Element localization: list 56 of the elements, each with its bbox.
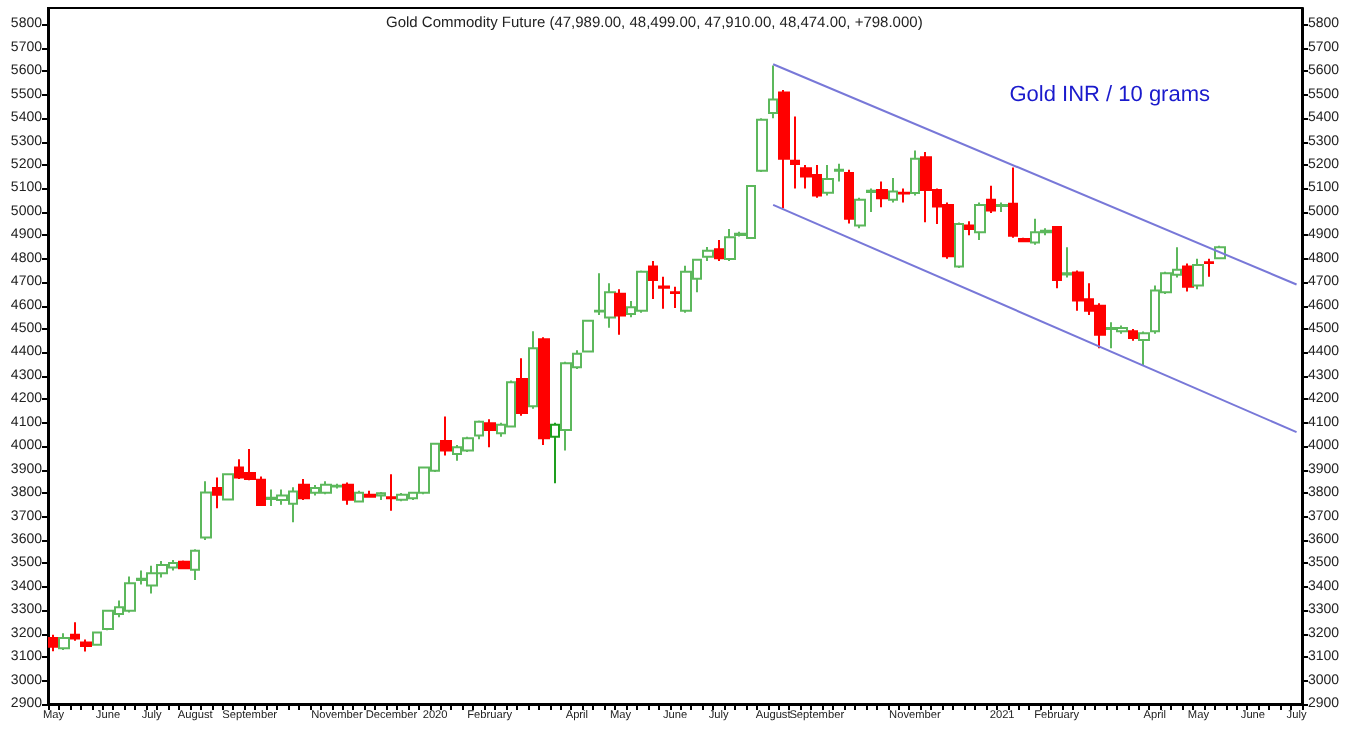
candlestick	[376, 490, 386, 502]
candlestick	[364, 489, 376, 499]
candlestick	[834, 162, 844, 183]
candlestick	[440, 415, 452, 457]
candlestick	[910, 149, 920, 197]
candlestick	[582, 318, 594, 354]
candlestick	[178, 559, 190, 571]
candlestick	[386, 473, 396, 512]
candlestick	[484, 418, 496, 449]
candlestick	[778, 89, 790, 210]
candlestick	[92, 630, 102, 647]
candlestick	[876, 180, 888, 209]
candlestick	[1052, 224, 1062, 290]
candlestick	[822, 164, 834, 197]
candlestick	[528, 330, 538, 410]
candlestick	[222, 472, 234, 502]
candlestick	[714, 239, 724, 263]
candlestick	[986, 184, 996, 215]
candlestick	[58, 632, 70, 652]
candlestick	[670, 285, 680, 309]
annotation: Gold INR / 10 grams	[1009, 83, 1211, 107]
candlestick	[756, 117, 768, 174]
candlestick	[1062, 246, 1074, 279]
candlestick	[888, 176, 898, 204]
candlestick	[1138, 330, 1150, 367]
candlestick	[996, 201, 1008, 213]
candlestick	[898, 187, 910, 204]
candlestick	[190, 548, 200, 582]
candlestick	[866, 187, 876, 213]
candlestick	[614, 288, 626, 336]
candlestick	[658, 275, 670, 310]
candlestick	[354, 489, 364, 504]
candlestick	[474, 419, 484, 441]
candlestick	[974, 201, 986, 241]
candlestick	[954, 221, 964, 270]
candlestick	[200, 480, 212, 541]
candlestick	[648, 260, 658, 301]
candlestick	[768, 64, 778, 120]
candlestick	[80, 638, 92, 653]
candlestick	[1018, 236, 1030, 244]
candlestick	[342, 481, 354, 506]
candlestick	[1182, 262, 1194, 293]
candlestick	[702, 246, 714, 263]
candlestick	[790, 115, 800, 190]
candlestick	[516, 357, 528, 417]
candlestick	[1204, 257, 1214, 278]
candlestick	[212, 476, 222, 510]
candlestick	[844, 168, 854, 225]
candlestick	[70, 621, 80, 642]
candlestick	[1128, 328, 1138, 342]
candlestick	[964, 220, 974, 237]
candlestick	[854, 196, 866, 230]
candlestick	[1192, 257, 1204, 291]
candlestick	[538, 336, 550, 447]
candlestick	[298, 478, 310, 502]
candlestick	[1008, 166, 1018, 239]
